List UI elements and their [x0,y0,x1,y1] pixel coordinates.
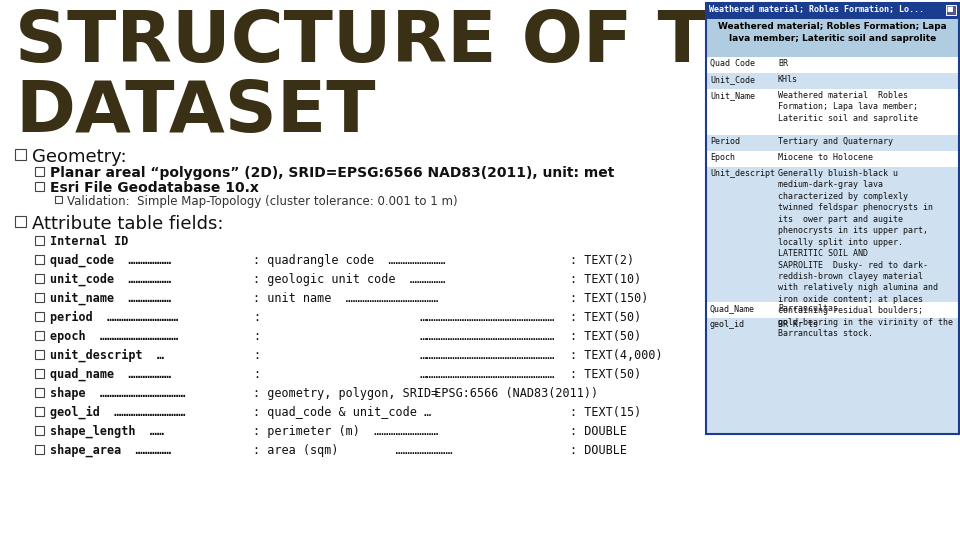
Bar [35,369,44,378]
Bar [706,89,959,135]
Text: BR: BR [778,59,788,68]
Text: : unit name  …………………………………: : unit name ………………………………… [253,292,439,305]
Bar [706,151,959,167]
Text: : TEXT(2): : TEXT(2) [570,254,635,267]
Text: DATASET: DATASET [15,78,375,147]
Text: Validation:  Simple Map-Topology (cluster tolerance: 0.001 to 1 m): Validation: Simple Map-Topology (cluster… [67,195,458,208]
Text: : geologic unit code  ……………: : geologic unit code …………… [253,273,445,286]
Bar [55,196,62,203]
Text: geol_id: geol_id [710,320,745,329]
Text: : area (sqm)        ……………………: : area (sqm) …………………… [253,444,452,457]
Text: ■: ■ [947,5,953,11]
Bar [35,331,44,340]
Bar [35,236,44,245]
Text: Geometry:: Geometry: [32,148,127,166]
Text: Unit_Code: Unit_Code [710,75,755,84]
Bar [35,445,44,454]
Bar [706,19,959,434]
Bar [706,135,959,151]
Bar [35,255,44,264]
Bar [35,182,44,191]
Bar [15,149,26,160]
Bar [706,3,959,19]
Text: Miocene to Holocene: Miocene to Holocene [778,153,873,162]
Bar [15,216,26,227]
Bar [35,274,44,283]
Text: STRUCTURE OF THE: STRUCTURE OF THE [15,8,817,77]
Text: : TEXT(4,000): : TEXT(4,000) [570,349,662,362]
Text: :: : [253,349,260,362]
Bar [35,407,44,416]
Text: EPSG:6566 (NAD83(2011)): EPSG:6566 (NAD83(2011)) [420,387,598,400]
Text: Quad Code: Quad Code [710,59,755,68]
Bar [706,302,959,318]
Bar [35,293,44,302]
Text: unit_code  ………………: unit_code ……………… [50,273,171,286]
Text: period  …………………………: period ………………………… [50,311,179,324]
Text: epoch  ……………………………: epoch …………………………… [50,330,179,343]
Text: : quadrangle code  ……………………: : quadrangle code …………………… [253,254,445,267]
Bar [35,312,44,321]
Text: : geometry, polygon, SRID=: : geometry, polygon, SRID= [253,387,439,400]
Text: Unit_descript: Unit_descript [710,169,775,178]
Text: : DOUBLE: : DOUBLE [570,425,627,438]
Bar [706,19,959,57]
Text: Internal ID: Internal ID [50,235,129,248]
Text: : TEXT(50): : TEXT(50) [570,311,641,324]
Text: KHls: KHls [778,75,798,84]
Text: : TEXT(150): : TEXT(150) [570,292,648,305]
Text: …………………………………………………: ………………………………………………… [420,349,556,362]
Text: Weathered material; Robles Formation; Lapa
lava member; Lateritic soil and sapro: Weathered material; Robles Formation; La… [718,22,947,43]
Text: Epoch: Epoch [710,153,735,162]
Bar [35,388,44,397]
Bar [706,318,959,334]
Text: : perimeter (m)  ………………………: : perimeter (m) ……………………… [253,425,439,438]
Text: unit_descript  …: unit_descript … [50,349,164,362]
Bar [35,426,44,435]
Text: Tertiary and Quaternary: Tertiary and Quaternary [778,137,893,146]
Text: : TEXT(10): : TEXT(10) [570,273,641,286]
Text: shape_length  ……: shape_length …… [50,425,164,438]
Text: shape  ………………………………: shape ……………………………… [50,387,185,400]
Text: :: : [253,368,260,381]
Text: Quad_Name: Quad_Name [710,304,755,313]
Bar [706,167,959,302]
Text: :: : [253,311,260,324]
Bar [35,167,44,176]
Text: Barrancultas: Barrancultas [778,304,838,313]
Text: Unit_Name: Unit_Name [710,91,755,100]
Text: …………………………………………………: ………………………………………………… [420,330,556,343]
Text: BR Kr ls: BR Kr ls [778,320,818,329]
Text: : TEXT(50): : TEXT(50) [570,368,641,381]
Text: Planar areal “polygons” (2D), SRID=EPSG:6566 NAD83(2011), unit: met: Planar areal “polygons” (2D), SRID=EPSG:… [50,166,614,180]
Bar [35,350,44,359]
Text: …………………………………………………: ………………………………………………… [420,311,556,324]
Bar [706,57,959,73]
Text: …………………………………………………: ………………………………………………… [420,368,556,381]
Text: Attribute table fields:: Attribute table fields: [32,215,224,233]
Text: : DOUBLE: : DOUBLE [570,444,627,457]
Bar [706,3,959,434]
Text: Generally bluish-black u
medium-dark-gray lava
characterized by complexly
twinne: Generally bluish-black u medium-dark-gra… [778,169,953,338]
Text: quad_name  ………………: quad_name ……………… [50,368,171,381]
Text: : TEXT(50): : TEXT(50) [570,330,641,343]
Bar [706,73,959,89]
Text: Weathered material  Robles
Formation; Lapa lava member;
Lateritic soil and sapro: Weathered material Robles Formation; Lap… [778,91,918,123]
Text: : TEXT(15): : TEXT(15) [570,406,641,419]
Text: Esri File Geodatabase 10.x: Esri File Geodatabase 10.x [50,181,259,195]
Text: Period: Period [710,137,740,146]
Text: shape_area  ……………: shape_area …………… [50,444,171,457]
Text: Weathered material; Robles Formation; Lo...: Weathered material; Robles Formation; Lo… [709,5,924,14]
Bar [946,5,956,15]
Text: geol_id  …………………………: geol_id ………………………… [50,406,185,420]
Text: unit_name  ………………: unit_name ……………… [50,292,171,306]
Text: quad_code  ………………: quad_code ……………… [50,254,171,267]
Text: :: : [253,330,260,343]
Text: : quad_code & unit_code …: : quad_code & unit_code … [253,406,431,419]
